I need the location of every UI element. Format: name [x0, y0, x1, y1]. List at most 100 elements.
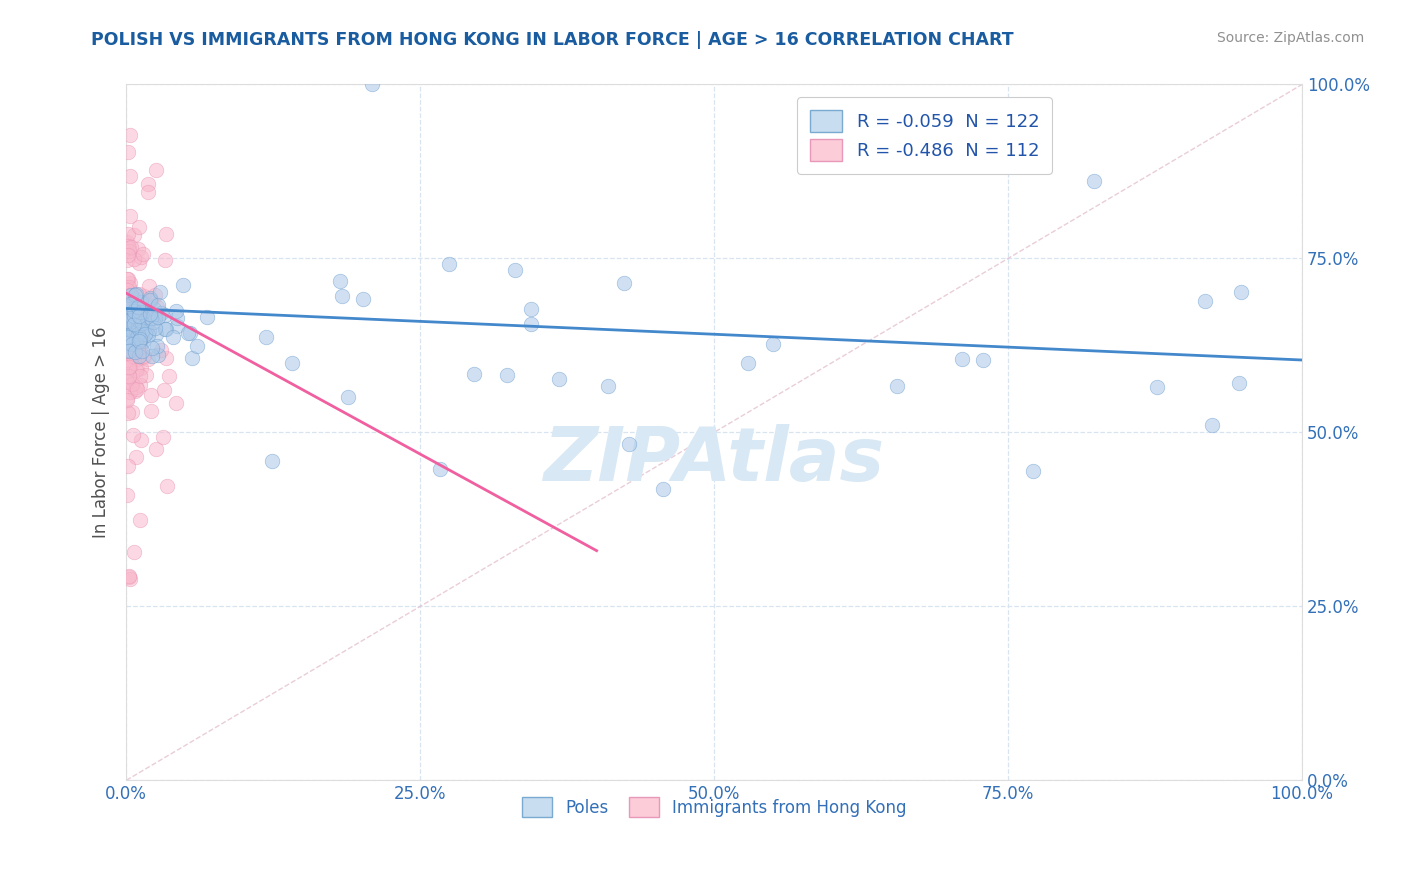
- Point: [124, 287, 146, 301]
- Point: [122, 301, 145, 315]
- Point: [148, 298, 170, 312]
- Point: [117, 227, 139, 241]
- Point: [117, 352, 139, 367]
- Point: [128, 328, 150, 343]
- Point: [128, 220, 150, 235]
- Point: [143, 288, 166, 302]
- Point: [128, 315, 150, 329]
- Point: [155, 322, 177, 336]
- Point: [120, 300, 142, 314]
- Point: [146, 339, 169, 353]
- Point: [153, 308, 176, 322]
- Point: [886, 378, 908, 392]
- Point: [150, 343, 173, 357]
- Point: [135, 368, 157, 382]
- Point: [138, 279, 160, 293]
- Point: [503, 263, 526, 277]
- Y-axis label: In Labor Force | Age > 16: In Labor Force | Age > 16: [93, 326, 110, 538]
- Point: [122, 323, 145, 337]
- Point: [117, 302, 139, 317]
- Point: [1201, 417, 1223, 432]
- Point: [598, 379, 620, 393]
- Point: [134, 326, 156, 341]
- Point: [117, 252, 139, 267]
- Point: [122, 349, 145, 363]
- Point: [135, 322, 157, 336]
- Point: [186, 339, 208, 353]
- Point: [118, 368, 141, 383]
- Point: [166, 310, 188, 325]
- Point: [124, 363, 146, 377]
- Point: [118, 241, 141, 255]
- Point: [1194, 293, 1216, 308]
- Point: [131, 247, 153, 261]
- Point: [124, 306, 146, 320]
- Point: [127, 326, 149, 341]
- Point: [125, 308, 148, 322]
- Point: [129, 321, 152, 335]
- Point: [124, 384, 146, 398]
- Point: [155, 322, 177, 336]
- Point: [496, 368, 519, 383]
- Point: [121, 333, 143, 347]
- Point: [117, 327, 139, 342]
- Point: [122, 545, 145, 559]
- Point: [129, 305, 152, 319]
- Point: [118, 572, 141, 586]
- Point: [145, 327, 167, 342]
- Point: [131, 316, 153, 330]
- Point: [157, 368, 180, 383]
- Point: [117, 321, 139, 335]
- Point: [139, 388, 162, 402]
- Point: [117, 348, 139, 362]
- Point: [165, 396, 187, 410]
- Point: [128, 332, 150, 346]
- Point: [1227, 376, 1250, 391]
- Point: [124, 228, 146, 243]
- Point: [117, 314, 139, 328]
- Point: [117, 459, 139, 474]
- Point: [122, 318, 145, 332]
- Point: [120, 240, 142, 254]
- Point: [117, 488, 139, 502]
- Point: [117, 375, 139, 389]
- Point: [127, 351, 149, 366]
- Point: [181, 351, 204, 366]
- Point: [146, 300, 169, 314]
- Point: [120, 304, 142, 318]
- Point: [128, 286, 150, 301]
- Point: [121, 299, 143, 313]
- Point: [1146, 379, 1168, 393]
- Point: [127, 343, 149, 357]
- Point: [129, 295, 152, 310]
- Point: [118, 570, 141, 584]
- Point: [520, 317, 543, 331]
- Point: [129, 513, 152, 527]
- Point: [122, 304, 145, 318]
- Point: [950, 351, 973, 366]
- Point: [142, 301, 165, 316]
- Point: [117, 337, 139, 351]
- Point: [117, 284, 139, 298]
- Point: [651, 483, 673, 497]
- Point: [361, 78, 384, 92]
- Point: [136, 328, 159, 343]
- Point: [124, 344, 146, 359]
- Point: [117, 306, 139, 320]
- Point: [125, 380, 148, 394]
- Point: [139, 307, 162, 321]
- Point: [281, 356, 304, 370]
- Point: [129, 329, 152, 343]
- Point: [120, 312, 142, 326]
- Point: [117, 330, 139, 344]
- Point: [330, 289, 353, 303]
- Point: [128, 256, 150, 270]
- Point: [125, 332, 148, 346]
- Point: [129, 250, 152, 264]
- Point: [118, 209, 141, 223]
- Point: [141, 350, 163, 364]
- Point: [118, 369, 141, 384]
- Point: [125, 350, 148, 364]
- Point: [118, 385, 141, 400]
- Point: [153, 253, 176, 268]
